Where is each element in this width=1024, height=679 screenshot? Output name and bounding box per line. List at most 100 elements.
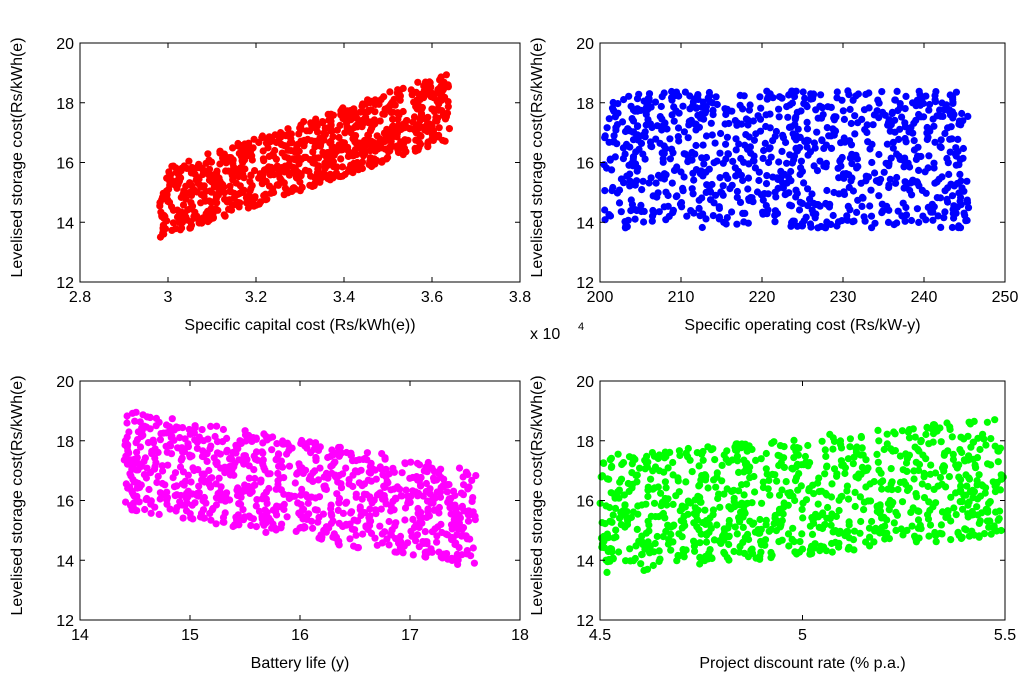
scatter-point — [275, 485, 283, 493]
scatter-point — [302, 491, 310, 499]
scatter-point — [692, 141, 700, 150]
scatter-point — [321, 525, 329, 534]
scatter-point — [387, 507, 395, 515]
y-tick-label: 20 — [56, 36, 74, 53]
scatter-point — [798, 167, 807, 175]
scatter-point — [133, 493, 141, 501]
scatter-point — [720, 490, 728, 498]
scatter-point — [426, 123, 434, 131]
scatter-point — [918, 96, 926, 104]
scatter-point — [910, 178, 918, 186]
scatter-point — [952, 152, 960, 160]
scatter-point — [346, 520, 354, 528]
scatter-point — [808, 530, 817, 539]
scatter-point — [669, 458, 677, 467]
scatter-point — [905, 434, 914, 442]
x-tick-label: 5.5 — [994, 627, 1016, 644]
scatter-point — [790, 436, 798, 444]
scatter-point — [900, 478, 908, 486]
scatter-point — [735, 468, 743, 476]
scatter-point — [775, 538, 783, 546]
scatter-point — [638, 501, 646, 509]
scatter-point — [188, 181, 196, 190]
scatter-point — [960, 435, 968, 443]
scatter-point — [796, 144, 804, 152]
scatter-point — [797, 157, 806, 165]
scatter-point — [874, 426, 882, 434]
scatter-point — [644, 517, 652, 525]
scatter-point — [787, 222, 795, 230]
scatter-point — [669, 500, 677, 508]
scatter-point — [319, 510, 327, 518]
scatter-point — [931, 528, 939, 537]
scatter-point — [196, 513, 205, 521]
scatter-point — [637, 106, 645, 114]
scatter-point — [736, 542, 744, 551]
scatter-point — [227, 154, 235, 162]
scatter-point — [898, 427, 907, 435]
scatter-point — [875, 192, 883, 200]
scatter-point — [378, 158, 386, 166]
y-tick-label: 20 — [56, 374, 74, 391]
scatter-point — [309, 469, 317, 477]
scatter-point — [206, 170, 214, 178]
scatter-point — [219, 425, 227, 434]
scatter-point — [866, 533, 874, 541]
scatter-point — [794, 486, 802, 494]
scatter-point — [680, 549, 688, 557]
scatter-point — [311, 506, 319, 514]
scatter-point — [891, 116, 899, 124]
scatter-point — [742, 115, 751, 123]
scatter-point — [691, 150, 699, 158]
scatter-point — [675, 137, 683, 145]
scatter-point — [608, 166, 616, 174]
scatter-point — [901, 178, 909, 186]
scatter-point — [395, 539, 403, 547]
scatter-point — [607, 463, 616, 471]
scatter-point — [858, 463, 867, 471]
scatter-point — [607, 454, 616, 462]
scatter-point — [892, 179, 900, 187]
scatter-point — [292, 527, 300, 536]
scatter-point — [336, 121, 344, 129]
scatter-point — [851, 130, 859, 138]
scatter-point — [753, 188, 762, 196]
scatter-point — [878, 523, 886, 532]
scatter-point — [723, 447, 731, 455]
scatter-point — [184, 443, 192, 451]
scatter-point — [823, 514, 831, 522]
scatter-point — [878, 200, 886, 208]
scatter-point — [801, 137, 809, 145]
scatter-point — [259, 147, 267, 155]
scatter-point — [302, 466, 310, 474]
scatter-point — [385, 541, 393, 549]
x-tick-label: 3.8 — [509, 289, 531, 306]
scatter-point — [310, 137, 318, 145]
scatter-point — [722, 140, 730, 148]
scatter-point — [950, 111, 958, 119]
scatter-point — [245, 462, 253, 470]
scatter-point — [735, 516, 744, 525]
scatter-point — [700, 160, 708, 168]
scatter-point — [359, 530, 367, 538]
scatter-point — [464, 517, 473, 525]
scatter-point — [890, 519, 898, 527]
y-tick-label: 14 — [56, 553, 74, 570]
scatter-point — [169, 206, 177, 214]
scatter-point — [457, 489, 465, 497]
scatter-point — [449, 487, 458, 495]
scatter-point — [834, 218, 843, 226]
scatter-point — [635, 145, 643, 153]
scatter-point — [848, 150, 856, 158]
scatter-point — [930, 164, 938, 172]
scatter-point — [349, 482, 357, 491]
scatter-point — [804, 185, 812, 193]
scatter-point — [655, 467, 664, 475]
scatter-point — [415, 477, 423, 485]
scatter-point — [176, 434, 184, 442]
scatter-point — [671, 92, 679, 100]
scatter-point — [615, 199, 624, 207]
scatter-point — [777, 167, 785, 175]
scatter-point — [262, 528, 270, 537]
